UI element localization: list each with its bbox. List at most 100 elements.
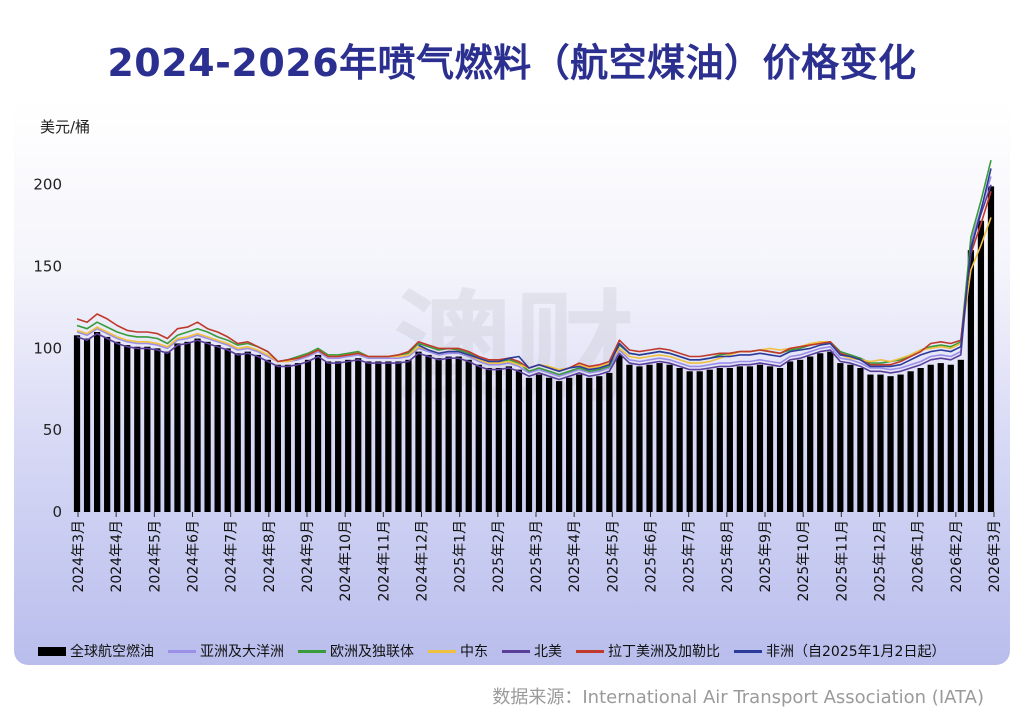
legend-label: 非洲（自2025年1月2日起）: [766, 644, 946, 660]
bar: [927, 364, 934, 512]
x-tick-label: 2024年10月: [338, 520, 354, 601]
x-tick-label: 2026年2月: [949, 520, 965, 593]
x-tick-label: 2025年6月: [644, 520, 660, 593]
bar: [244, 351, 251, 512]
legend-swatch: [38, 646, 66, 656]
bar: [314, 354, 322, 512]
bar: [636, 366, 643, 512]
bar: [555, 381, 563, 512]
bar: [174, 343, 181, 512]
legend-label: 中东: [460, 644, 488, 660]
x-tick-label: 2025年8月: [720, 520, 736, 593]
bar: [375, 361, 382, 512]
bar: [535, 374, 543, 512]
bar: [505, 366, 513, 512]
x-tick-label: 2026年3月: [987, 520, 1003, 593]
series-line: [76, 160, 992, 376]
legend-item: 全球航空燃油: [38, 641, 154, 661]
chart-title: 2024-2026年喷气燃料（航空煤油）价格变化: [107, 41, 917, 85]
series-line: [418, 168, 992, 373]
x-tick-label: 2024年4月: [109, 520, 125, 593]
bar: [616, 354, 623, 512]
bar: [435, 358, 442, 512]
bar: [304, 359, 312, 512]
bar: [947, 364, 954, 512]
bar: [676, 368, 683, 512]
bar: [686, 371, 693, 512]
bar: [365, 361, 372, 512]
bar: [134, 346, 141, 512]
bar: [204, 341, 211, 512]
x-tick-label: 2025年11月: [834, 520, 850, 601]
x-tick-label: 2024年11月: [376, 520, 392, 601]
bar: [425, 354, 432, 512]
bar: [887, 376, 894, 512]
x-tick-label: 2025年1月: [453, 520, 469, 593]
bar: [736, 366, 744, 512]
bar: [586, 377, 593, 512]
x-tick-label: 2024年5月: [147, 520, 163, 593]
x-tick-label: 2025年7月: [682, 520, 698, 593]
x-tick-label: 2026年1月: [911, 520, 927, 593]
watermark: 澳财: [394, 280, 634, 419]
x-tick-label: 2024年12月: [415, 520, 431, 601]
legend-label: 拉丁美洲及加勒比: [608, 644, 720, 660]
legend-swatch: [502, 649, 530, 653]
bar: [335, 361, 342, 512]
series-line: [76, 176, 992, 377]
bar: [726, 368, 733, 512]
bar: [154, 348, 161, 512]
bar: [475, 364, 482, 512]
x-tick-label: 2024年7月: [224, 520, 240, 593]
bar: [264, 359, 271, 512]
y-tick-label: 150: [33, 258, 62, 276]
series-line: [76, 184, 992, 381]
bar: [716, 368, 723, 512]
bar: [606, 372, 613, 512]
legend-swatch: [298, 649, 326, 653]
bar: [807, 356, 814, 512]
bar: [485, 368, 492, 512]
legend-item: 拉丁美洲及加勒比: [576, 641, 720, 661]
bar: [455, 356, 462, 512]
bar: [274, 364, 282, 512]
bar: [214, 345, 221, 512]
x-tick-label: 2024年9月: [300, 520, 316, 593]
y-tick-label: 100: [33, 339, 62, 357]
bar: [907, 371, 914, 512]
bar: [395, 361, 402, 512]
bar: [525, 377, 533, 512]
legend-label: 全球航空燃油: [70, 644, 154, 660]
x-tick-label: 2025年9月: [758, 520, 774, 593]
x-tick-label: 2024年3月: [71, 520, 87, 593]
bar: [144, 346, 151, 512]
bar: [405, 359, 412, 512]
bar: [345, 359, 352, 512]
bar: [73, 335, 81, 512]
bar: [977, 220, 985, 512]
bar: [164, 351, 171, 512]
bar: [495, 368, 502, 512]
y-tick-label: 200: [33, 176, 62, 194]
bar: [224, 348, 231, 512]
bar: [897, 374, 904, 512]
x-tick-label: 2025年10月: [796, 520, 812, 601]
bar: [786, 361, 794, 512]
bar: [797, 359, 804, 512]
bar: [776, 368, 784, 512]
x-tick-label: 2025年2月: [491, 520, 507, 593]
bar: [445, 356, 452, 512]
bar: [83, 338, 91, 512]
legend-swatch: [168, 649, 196, 653]
bar: [515, 369, 523, 512]
legend-swatch: [428, 649, 456, 653]
bar: [355, 358, 362, 512]
legend-item: 亚洲及大洋洲: [168, 641, 284, 661]
legend-swatch: [734, 649, 762, 653]
bar: [646, 364, 653, 512]
legend-label: 北美: [534, 644, 562, 660]
bar: [987, 186, 995, 512]
x-tick-label: 2024年8月: [262, 520, 278, 593]
bar: [877, 374, 884, 512]
bar: [827, 351, 834, 512]
